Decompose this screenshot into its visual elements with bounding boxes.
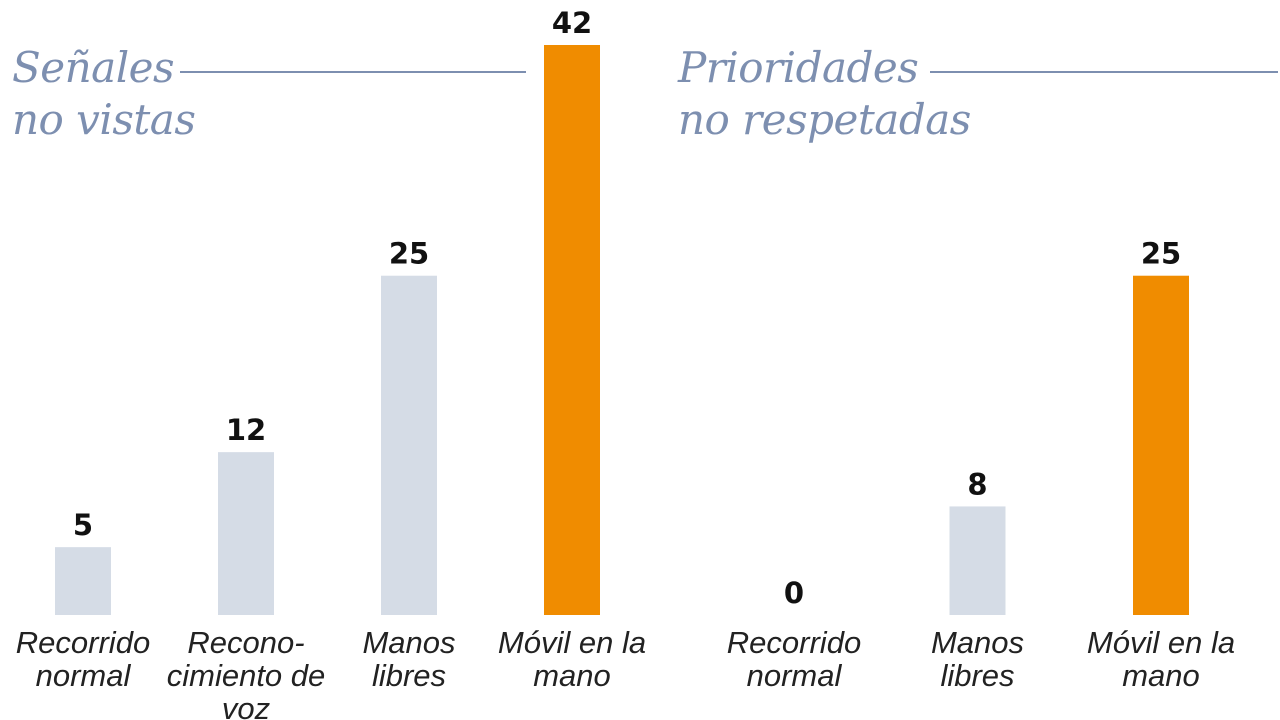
bar [55,547,111,615]
category-label: Móvil en la mano [1086,625,1236,693]
category-label: Manos libres [930,625,1025,693]
value-label: 5 [73,508,93,542]
value-label: 25 [389,237,429,271]
value-label: 0 [784,576,804,610]
bar [544,45,600,615]
value-label: 42 [552,6,592,40]
chart-title: Prioridades no respetadas [678,43,971,144]
bar [218,452,274,615]
category-label: Recono-cimiento de voz [166,625,326,720]
category-label: Móvil en la mano [497,625,647,693]
value-label: 12 [226,413,266,447]
value-label: 25 [1141,237,1181,271]
bar [1133,275,1189,615]
category-label: Manos libres [362,625,456,693]
value-label: 8 [967,467,987,501]
chart-title: Señales no vistas [12,43,196,144]
bar [949,506,1006,615]
category-label: Recorrido normal [726,625,862,693]
category-label: Recorrido normal [15,625,151,693]
bar [381,275,437,615]
